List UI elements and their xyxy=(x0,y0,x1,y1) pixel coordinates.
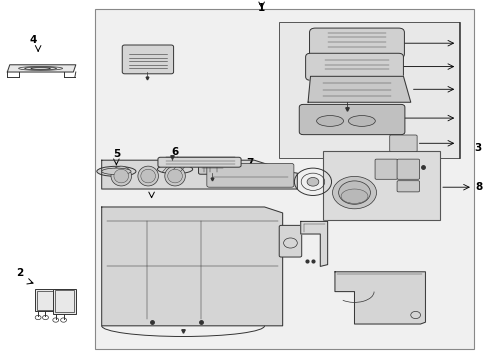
Ellipse shape xyxy=(157,165,192,174)
FancyBboxPatch shape xyxy=(198,161,225,174)
Text: 7: 7 xyxy=(246,158,253,168)
Text: 6: 6 xyxy=(171,147,178,157)
FancyBboxPatch shape xyxy=(158,157,241,167)
FancyBboxPatch shape xyxy=(299,104,404,135)
Ellipse shape xyxy=(347,116,375,126)
Polygon shape xyxy=(300,221,327,266)
Bar xyxy=(95,9,473,349)
Ellipse shape xyxy=(164,166,185,186)
Ellipse shape xyxy=(341,189,367,203)
Ellipse shape xyxy=(114,169,128,183)
FancyBboxPatch shape xyxy=(309,28,404,58)
Bar xyxy=(35,289,59,311)
Ellipse shape xyxy=(97,166,136,176)
FancyBboxPatch shape xyxy=(374,159,397,179)
Text: 2: 2 xyxy=(16,268,23,278)
FancyBboxPatch shape xyxy=(396,159,419,179)
Ellipse shape xyxy=(111,166,131,186)
FancyBboxPatch shape xyxy=(279,225,301,257)
FancyBboxPatch shape xyxy=(122,45,173,74)
Text: 4: 4 xyxy=(29,35,37,45)
Polygon shape xyxy=(307,76,410,102)
Circle shape xyxy=(306,177,318,186)
Text: 3: 3 xyxy=(473,143,481,153)
Polygon shape xyxy=(102,160,297,189)
Text: 5: 5 xyxy=(113,149,120,159)
Bar xyxy=(322,151,439,220)
Ellipse shape xyxy=(141,169,155,183)
Ellipse shape xyxy=(138,166,158,186)
Ellipse shape xyxy=(167,169,182,183)
Bar xyxy=(53,289,76,314)
Text: 8: 8 xyxy=(474,182,482,192)
Ellipse shape xyxy=(332,176,376,209)
Bar xyxy=(37,291,57,310)
Polygon shape xyxy=(7,65,76,72)
FancyBboxPatch shape xyxy=(396,181,419,192)
Ellipse shape xyxy=(102,168,131,175)
Text: 1: 1 xyxy=(258,3,264,13)
Bar xyxy=(55,290,74,312)
Polygon shape xyxy=(334,272,425,324)
Bar xyxy=(278,22,459,158)
Polygon shape xyxy=(102,207,282,326)
FancyBboxPatch shape xyxy=(305,53,403,80)
FancyBboxPatch shape xyxy=(206,163,293,187)
Ellipse shape xyxy=(316,116,343,126)
FancyBboxPatch shape xyxy=(389,135,416,152)
Ellipse shape xyxy=(338,181,370,204)
